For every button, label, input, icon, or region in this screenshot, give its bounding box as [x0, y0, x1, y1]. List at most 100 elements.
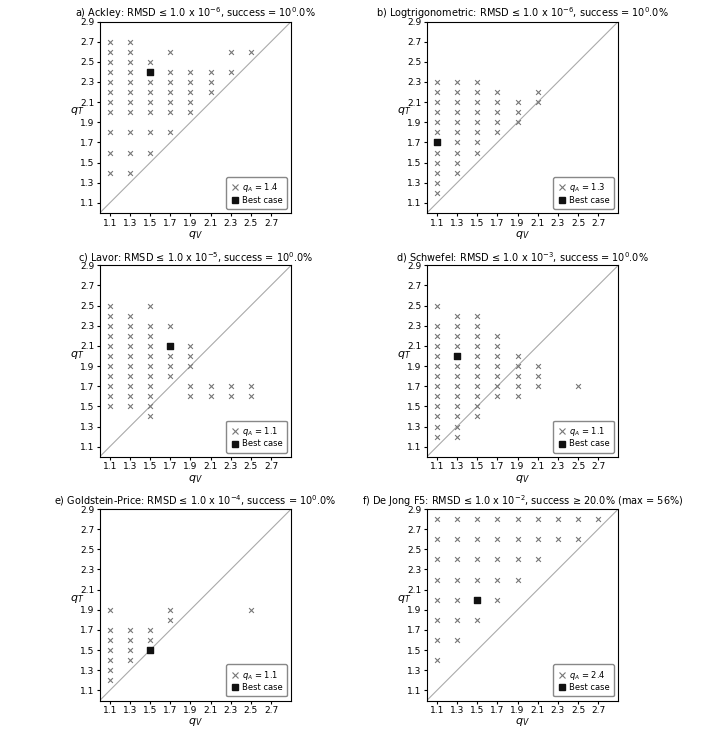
Point — [144, 126, 156, 138]
Point — [144, 380, 156, 392]
Point — [164, 604, 176, 616]
Point — [124, 360, 136, 372]
Title: c) Lavor: RMSD ≤ 1.0 x 10$^{-5}$, success = 10$^{0}$.0%: c) Lavor: RMSD ≤ 1.0 x 10$^{-5}$, succes… — [78, 250, 313, 264]
Point — [431, 299, 442, 311]
Point — [572, 513, 584, 525]
Point — [431, 360, 442, 372]
Point — [492, 574, 503, 586]
Point — [472, 76, 483, 88]
Point — [472, 370, 483, 382]
Point — [492, 390, 503, 402]
Point — [104, 310, 116, 321]
Point — [104, 76, 116, 88]
Point — [492, 86, 503, 98]
Point — [104, 664, 116, 676]
Legend: $q_A$ = 1.1, Best case: $q_A$ = 1.1, Best case — [226, 664, 287, 697]
Point — [492, 117, 503, 128]
X-axis label: $q_V$: $q_V$ — [515, 473, 530, 484]
Point — [592, 513, 604, 525]
Point — [532, 534, 544, 545]
Point — [104, 147, 116, 159]
Point — [472, 553, 483, 565]
Point — [472, 350, 483, 362]
Point — [144, 360, 156, 372]
Y-axis label: $q_T$: $q_T$ — [397, 105, 411, 117]
Point — [104, 56, 116, 68]
Point — [124, 66, 136, 78]
Point — [431, 390, 442, 402]
Point — [512, 553, 523, 565]
Point — [124, 350, 136, 362]
Point — [144, 106, 156, 118]
Point — [452, 96, 463, 108]
Point — [492, 96, 503, 108]
Point — [512, 513, 523, 525]
Point — [124, 654, 136, 666]
Point — [185, 360, 196, 372]
Point — [492, 126, 503, 138]
Point — [104, 86, 116, 98]
Point — [431, 320, 442, 332]
Point — [431, 147, 442, 159]
Point — [124, 644, 136, 656]
Y-axis label: $q_T$: $q_T$ — [70, 105, 84, 117]
X-axis label: $q_V$: $q_V$ — [188, 229, 203, 241]
Point — [472, 96, 483, 108]
Point — [124, 86, 136, 98]
Point — [431, 117, 442, 128]
Point — [124, 56, 136, 68]
Legend: $q_A$ = 2.4, Best case: $q_A$ = 2.4, Best case — [554, 664, 614, 697]
Point — [472, 320, 483, 332]
Point — [472, 390, 483, 402]
Point — [452, 370, 463, 382]
Point — [452, 147, 463, 159]
Point — [144, 370, 156, 382]
Point — [512, 117, 523, 128]
Point — [431, 534, 442, 545]
Point — [492, 330, 503, 342]
Title: b) Logtrigonometric: RMSD ≤ 1.0 x 10$^{-6}$, success = 10$^{0}$.0%: b) Logtrigonometric: RMSD ≤ 1.0 x 10$^{-… — [376, 6, 669, 21]
Point — [225, 380, 236, 392]
Point — [452, 157, 463, 169]
Point — [431, 126, 442, 138]
Point — [452, 350, 463, 362]
Point — [104, 675, 116, 686]
Point — [104, 106, 116, 118]
Point — [472, 574, 483, 586]
Point — [104, 634, 116, 646]
Point — [144, 624, 156, 636]
Point — [492, 513, 503, 525]
Point — [492, 340, 503, 352]
Point — [124, 147, 136, 159]
Point — [492, 350, 503, 362]
Point — [452, 126, 463, 138]
Point — [452, 553, 463, 565]
Point — [205, 380, 216, 392]
Point — [532, 553, 544, 565]
Point — [144, 634, 156, 646]
Point — [452, 380, 463, 392]
Point — [452, 137, 463, 148]
Point — [452, 634, 463, 646]
Point — [431, 513, 442, 525]
Point — [472, 534, 483, 545]
Y-axis label: $q_T$: $q_T$ — [70, 349, 84, 361]
Point — [144, 299, 156, 311]
Point — [185, 380, 196, 392]
Point — [512, 360, 523, 372]
Point — [104, 654, 116, 666]
Point — [452, 421, 463, 432]
Point — [124, 106, 136, 118]
Point — [492, 370, 503, 382]
Point — [452, 614, 463, 626]
X-axis label: $q_V$: $q_V$ — [515, 229, 530, 241]
Y-axis label: $q_T$: $q_T$ — [70, 593, 84, 605]
Point — [144, 86, 156, 98]
Point — [164, 106, 176, 118]
Point — [431, 421, 442, 432]
Point — [431, 431, 442, 443]
Point — [144, 644, 156, 656]
Point — [104, 340, 116, 352]
Point — [144, 76, 156, 88]
Point — [124, 96, 136, 108]
